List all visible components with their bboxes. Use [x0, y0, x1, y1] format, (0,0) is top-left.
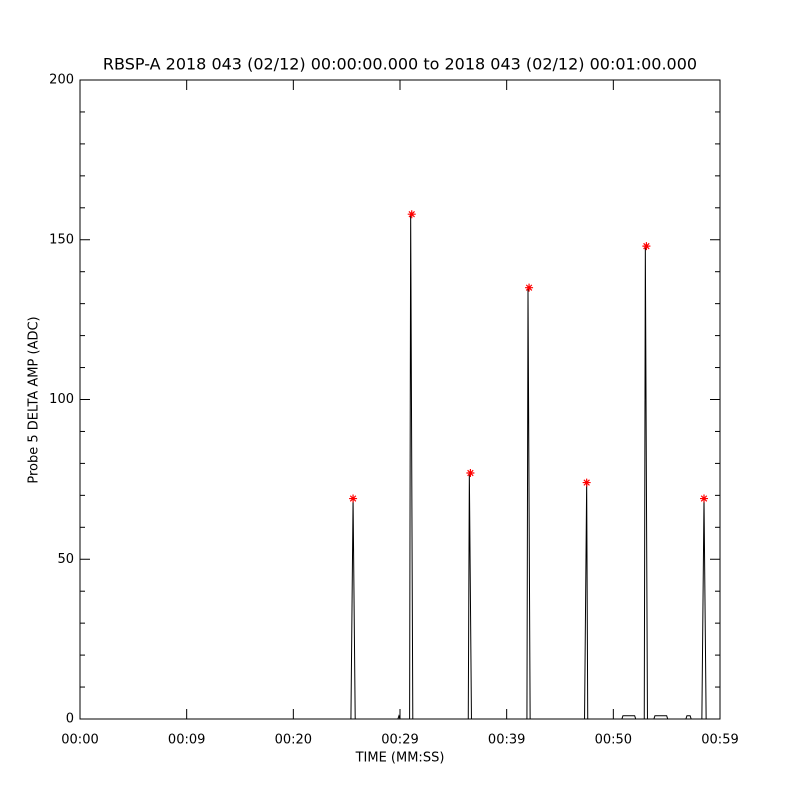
peak-marker [582, 478, 591, 487]
y-axis-label: Probe 5 DELTA AMP (ADC) [27, 316, 42, 483]
x-tick-label: 00:50 [595, 733, 632, 748]
peak-marker [525, 283, 534, 292]
data-line [80, 214, 720, 720]
y-tick-label: 100 [49, 392, 74, 407]
peak-marker [349, 494, 358, 503]
x-tick-label: 00:00 [61, 733, 98, 748]
peak-marker [466, 468, 475, 477]
x-tick-label: 00:59 [701, 733, 738, 748]
y-tick-label: 50 [57, 552, 74, 567]
peak-marker [407, 210, 416, 219]
peak-marker [700, 494, 708, 503]
chart-title: RBSP-A 2018 043 (02/12) 00:00:00.000 to … [103, 55, 697, 74]
x-tick-label: 00:39 [488, 733, 525, 748]
x-axis-label: TIME (MM:SS) [355, 751, 445, 766]
y-tick-label: 150 [49, 232, 74, 247]
x-tick-label: 00:20 [275, 733, 312, 748]
x-tick-label: 00:29 [381, 733, 418, 748]
y-tick-label: 200 [49, 73, 74, 88]
peak-marker [642, 242, 651, 251]
x-tick-label: 00:09 [168, 733, 205, 748]
y-tick-label: 0 [66, 712, 74, 727]
